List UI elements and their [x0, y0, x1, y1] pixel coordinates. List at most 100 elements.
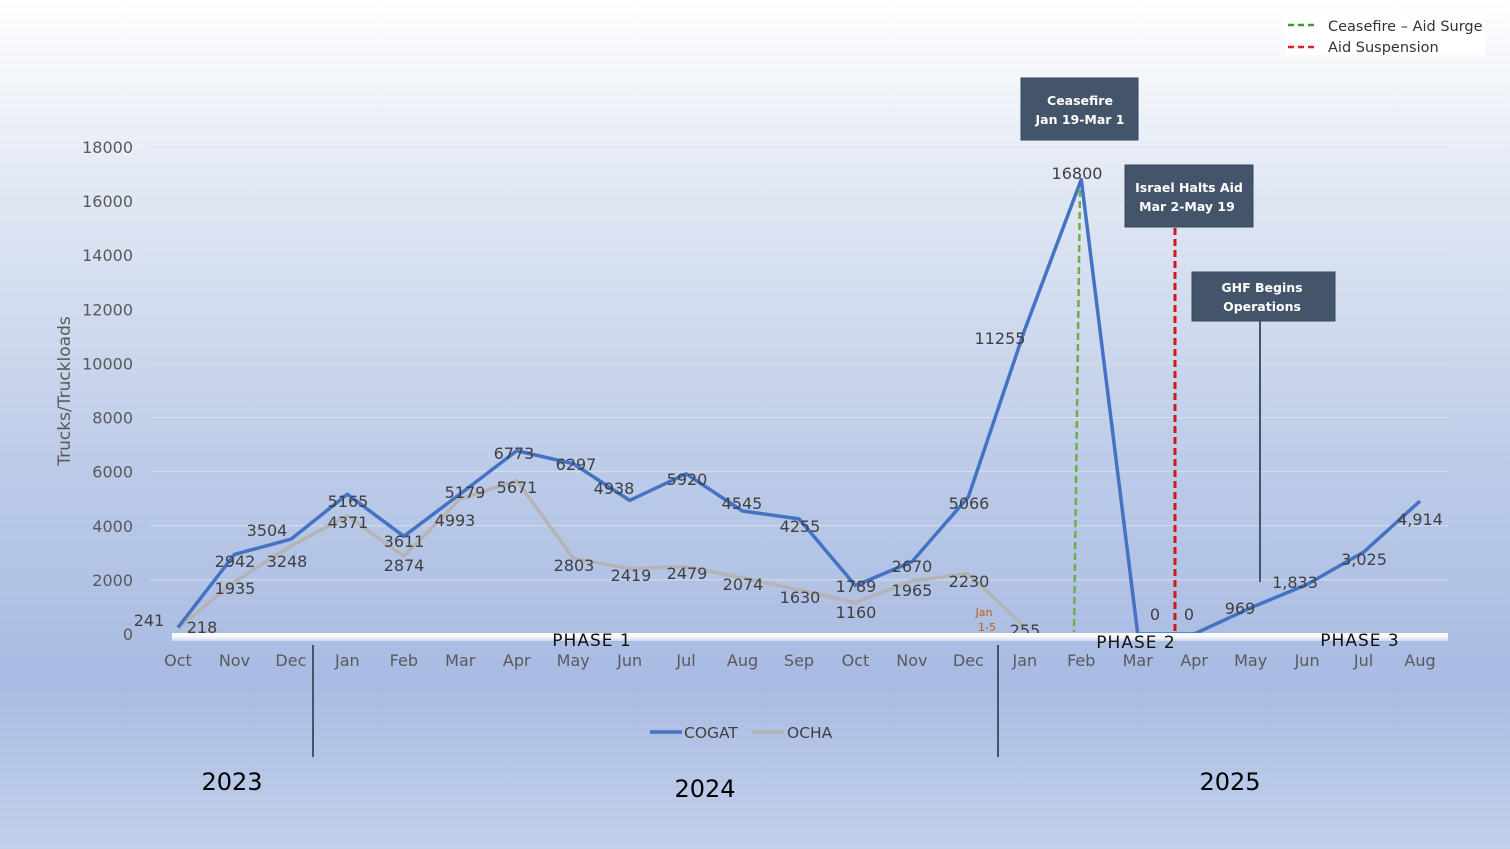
- phase-bar: [172, 633, 1448, 641]
- ocha-data-label: 2230: [949, 572, 990, 591]
- cogat-data-label: 4,914: [1397, 510, 1443, 529]
- cogat-data-label: 1,833: [1272, 573, 1318, 592]
- ocha-data-label: 2803: [554, 556, 595, 575]
- cogat-data-label: 2670: [892, 557, 933, 576]
- phase-3-label: PHASE 3: [1320, 631, 1399, 651]
- ceasefire-annotation: Ceasefire Jan 19-Mar 1: [1020, 77, 1139, 141]
- legend-ocha-label: OCHA: [787, 724, 833, 742]
- ocha-data-label: 1630: [780, 588, 821, 607]
- x-tick-label: Aug: [1404, 651, 1435, 670]
- cogat-data-label: 3611: [384, 532, 425, 551]
- ocha-data-label: 218: [187, 618, 218, 637]
- cogat-data-label: 3504: [247, 521, 288, 540]
- x-tick-labels: Oct Nov Dec Jan Feb Mar Apr May Jun Jul Aug Sep Oct N…: [164, 651, 1435, 670]
- x-tick-label: Feb: [390, 651, 418, 670]
- cogat-data-label: 5165: [328, 492, 369, 511]
- x-tick-label: Apr: [503, 651, 531, 670]
- x-tick-label: Jun: [616, 651, 642, 670]
- y-tick-label: 10000: [82, 354, 133, 373]
- ocha-data-label: 1935: [215, 579, 256, 598]
- x-tick-label: Jul: [1353, 651, 1373, 670]
- ceasefire-annotation-line2: Jan 19-Mar 1: [1034, 112, 1124, 127]
- cogat-data-label: 5066: [949, 494, 990, 513]
- cogat-data-label: 3,025: [1341, 550, 1387, 569]
- cogat-data-label: 0: [1150, 605, 1160, 624]
- y-tick-label: 8000: [92, 409, 133, 428]
- cogat-data-label: 6297: [556, 455, 597, 474]
- x-tick-label: Feb: [1067, 651, 1095, 670]
- y-tick-label: 6000: [92, 463, 133, 482]
- cogat-data-label: 6773: [494, 444, 535, 463]
- x-tick-label: Jul: [675, 651, 695, 670]
- series-legend: COGAT OCHA: [650, 724, 833, 742]
- cogat-data-label: 1789: [836, 577, 877, 596]
- ocha-data-label: 2074: [723, 575, 764, 594]
- cogat-data-label: 5920: [667, 470, 708, 489]
- year-label-2024: 2024: [674, 775, 735, 803]
- cogat-data-label: 969: [1225, 599, 1256, 618]
- y-tick-label: 0: [123, 625, 133, 644]
- cogat-data-label: 5179: [445, 483, 486, 502]
- y-tick-label: 4000: [92, 517, 133, 536]
- x-tick-label: Jun: [1294, 651, 1320, 670]
- x-tick-label: Oct: [842, 651, 870, 670]
- x-tick-label: Mar: [1123, 651, 1154, 670]
- phase-2-label: PHASE 2: [1096, 633, 1175, 653]
- gridlines: [150, 146, 1448, 581]
- phase-1-label: PHASE 1: [552, 631, 631, 651]
- ghf-annotation: GHF Begins Operations: [1191, 271, 1336, 322]
- x-tick-label: Jan: [1011, 651, 1037, 670]
- ocha-data-label: 1160: [836, 603, 877, 622]
- y-tick-label: 16000: [82, 192, 133, 211]
- legend-cogat-label: COGAT: [684, 724, 738, 742]
- ocha-data-label: 5671: [497, 478, 538, 497]
- halt-annotation-line1: Israel Halts Aid: [1135, 180, 1243, 195]
- cogat-data-label: 4545: [722, 494, 763, 513]
- x-tick-label: Sep: [784, 651, 814, 670]
- ocha-data-label: 1965: [892, 581, 933, 600]
- cogat-data-label: 4938: [594, 479, 635, 498]
- jan-note-line2: 1-5: [978, 621, 996, 634]
- y-axis-title: Trucks/Truckloads: [55, 316, 75, 467]
- cogat-data-label: 4255: [780, 517, 821, 536]
- year-label-2023: 2023: [201, 768, 262, 796]
- cogat-data-label: 11255: [975, 329, 1026, 348]
- halt-annotation: Israel Halts Aid Mar 2-May 19: [1124, 164, 1254, 228]
- ceasefire-reference-line: [1072, 189, 1082, 633]
- x-tick-label: Apr: [1180, 651, 1208, 670]
- x-tick-label: Jan: [334, 651, 360, 670]
- x-tick-label: Dec: [953, 651, 984, 670]
- cogat-line: [176, 177, 1422, 636]
- ghf-annotation-line1: GHF Begins: [1221, 280, 1302, 295]
- cogat-data-label: 16800: [1052, 164, 1103, 183]
- x-tick-label: Nov: [219, 651, 250, 670]
- x-tick-label: Nov: [896, 651, 927, 670]
- cogat-data-label: 2942: [215, 552, 256, 571]
- x-tick-label: Oct: [164, 651, 192, 670]
- x-tick-label: May: [1234, 651, 1267, 670]
- halt-annotation-line2: Mar 2-May 19: [1139, 199, 1235, 214]
- ocha-data-label: 2479: [667, 564, 708, 583]
- year-label-2025: 2025: [1199, 768, 1260, 796]
- x-tick-label: Mar: [445, 651, 476, 670]
- ocha-data-label: 3248: [267, 552, 308, 571]
- x-tick-label: May: [557, 651, 590, 670]
- y-tick-label: 14000: [82, 246, 133, 265]
- y-tick-label: 18000: [82, 138, 133, 157]
- ocha-data-label: 4993: [435, 511, 476, 530]
- x-tick-label: Aug: [727, 651, 758, 670]
- ocha-line: [176, 478, 1027, 630]
- ocha-data-label: 2419: [611, 566, 652, 585]
- jan-note-line1: Jan: [975, 606, 993, 619]
- cogat-data-label: 241: [134, 611, 165, 630]
- cogat-data-label: 0: [1184, 605, 1194, 624]
- ceasefire-annotation-line1: Ceasefire: [1047, 93, 1113, 108]
- x-tick-label: Dec: [275, 651, 306, 670]
- reference-legend: Ceasefire – Aid Surge Aid Suspension: [1285, 12, 1485, 56]
- ghf-annotation-line2: Operations: [1223, 299, 1301, 314]
- y-tick-label: 12000: [82, 300, 133, 319]
- legend-ceasefire-label: Ceasefire – Aid Surge: [1328, 19, 1483, 35]
- ocha-data-label: 2874: [384, 556, 425, 575]
- y-tick-labels: 0 2000 4000 6000 8000 10000 12000 14000 16000 180…: [82, 138, 133, 644]
